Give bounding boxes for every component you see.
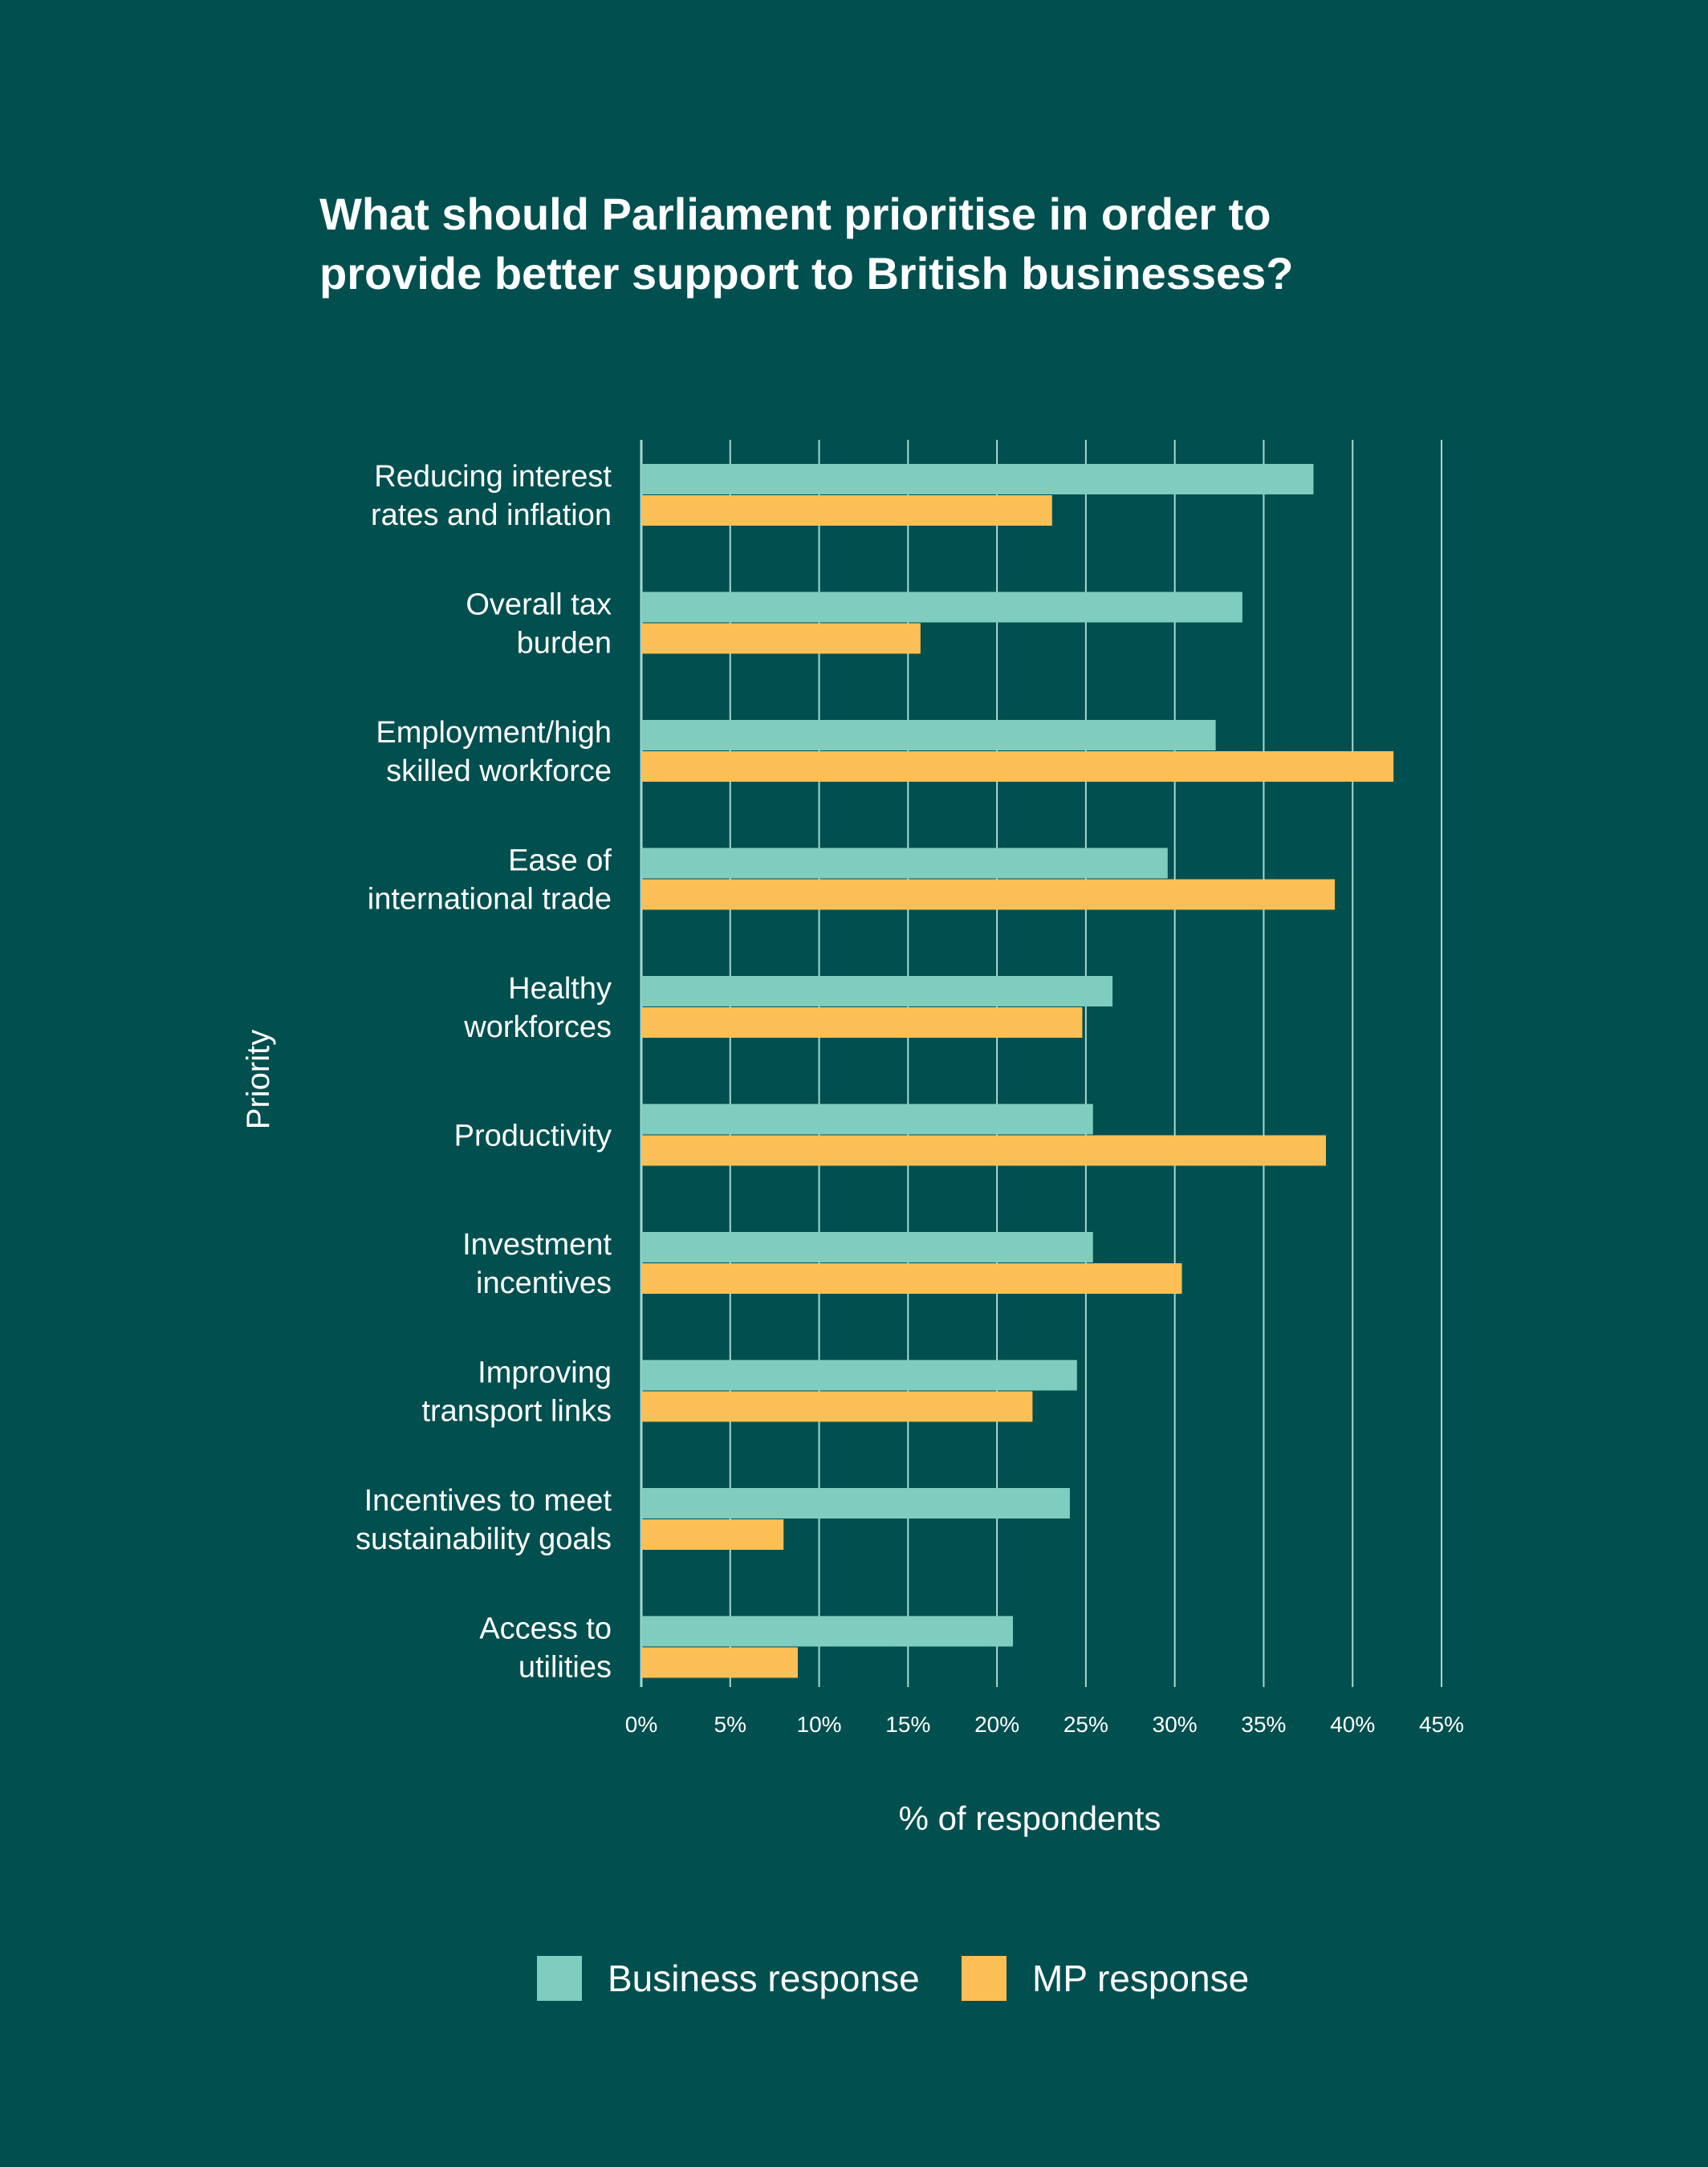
- category-label: Productivity: [454, 1119, 612, 1153]
- legend-swatch-business: [537, 1956, 582, 2001]
- category-label: Overall tax: [466, 587, 612, 621]
- legend-swatch-mp: [962, 1956, 1007, 2001]
- bar-mp: [641, 1519, 784, 1550]
- x-tick-labels: 0% 5% 10% 15% 20% 25% 30% 35% 40% 45%: [625, 1712, 1464, 1737]
- bar-mp: [641, 751, 1394, 782]
- x-tick-label: 25%: [1063, 1712, 1108, 1737]
- x-axis-title: % of respondents: [899, 1799, 1161, 1837]
- bar-business: [641, 592, 1242, 623]
- bar-business: [641, 1488, 1070, 1519]
- chart-title-line-2: provide better support to British busine…: [319, 248, 1294, 299]
- category-label: sustainability goals: [356, 1523, 612, 1556]
- bar-mp: [641, 879, 1336, 910]
- bar-mp: [641, 495, 1052, 526]
- category-label: transport links: [421, 1394, 612, 1428]
- category-label: Ease of: [508, 844, 612, 877]
- bar-mp: [641, 1263, 1182, 1294]
- bar-business: [641, 464, 1314, 494]
- x-tick-label: 45%: [1419, 1712, 1464, 1737]
- legend-item-business: Business response: [537, 1954, 920, 2002]
- bar-business: [641, 976, 1113, 1006]
- x-tick-label: 40%: [1330, 1712, 1375, 1737]
- category-label: Access to: [479, 1612, 612, 1645]
- x-tick-label: 0%: [625, 1712, 657, 1737]
- category-label: international trade: [368, 882, 612, 916]
- legend: Business response MP response: [0, 1954, 1708, 2002]
- y-axis-title: Priority: [241, 1030, 276, 1129]
- category-label: Incentives to meet: [364, 1484, 612, 1518]
- category-label: Reducing interest: [374, 460, 612, 494]
- category-label: Employment/high: [376, 716, 612, 750]
- category-label: Healthy: [508, 972, 612, 1006]
- legend-item-mp: MP response: [962, 1954, 1249, 2002]
- bar-mp: [641, 1391, 1033, 1422]
- bar-mp: [641, 1647, 798, 1678]
- x-tick-label: 20%: [974, 1712, 1019, 1737]
- category-label: utilities: [518, 1650, 612, 1684]
- bar-mp: [641, 1007, 1083, 1038]
- category-label: burden: [517, 626, 612, 660]
- bar-business: [641, 848, 1168, 879]
- x-tick-label: 10%: [797, 1712, 842, 1737]
- legend-label-mp: MP response: [1032, 1958, 1250, 1999]
- chart-title: What should Parliament prioritise in ord…: [319, 185, 1443, 303]
- chart-title-line-1: What should Parliament prioritise in ord…: [319, 189, 1271, 239]
- bar-chart: Reducing interest rates and inflation Over…: [241, 440, 1464, 1837]
- x-tick-label: 15%: [885, 1712, 930, 1737]
- bar-business: [641, 1616, 1014, 1647]
- category-label: skilled workforce: [386, 754, 612, 788]
- x-tick-label: 35%: [1241, 1712, 1286, 1737]
- bar-business: [641, 1232, 1093, 1262]
- category-label: Improving: [478, 1356, 612, 1389]
- legend-label-business: Business response: [608, 1958, 920, 1999]
- category-label: Investment: [462, 1228, 612, 1262]
- category-label: rates and inflation: [371, 498, 612, 532]
- bars: [641, 464, 1394, 1678]
- category-label: incentives: [476, 1266, 612, 1300]
- category-labels: Reducing interest rates and inflation Over…: [356, 460, 612, 1685]
- x-tick-label: 30%: [1153, 1712, 1198, 1737]
- bar-mp: [641, 1135, 1326, 1166]
- bar-business: [641, 720, 1216, 750]
- bar-business: [641, 1104, 1093, 1135]
- category-label: workforces: [463, 1010, 612, 1044]
- bar-business: [641, 1360, 1077, 1391]
- x-tick-label: 5%: [714, 1712, 746, 1737]
- bar-mp: [641, 623, 921, 654]
